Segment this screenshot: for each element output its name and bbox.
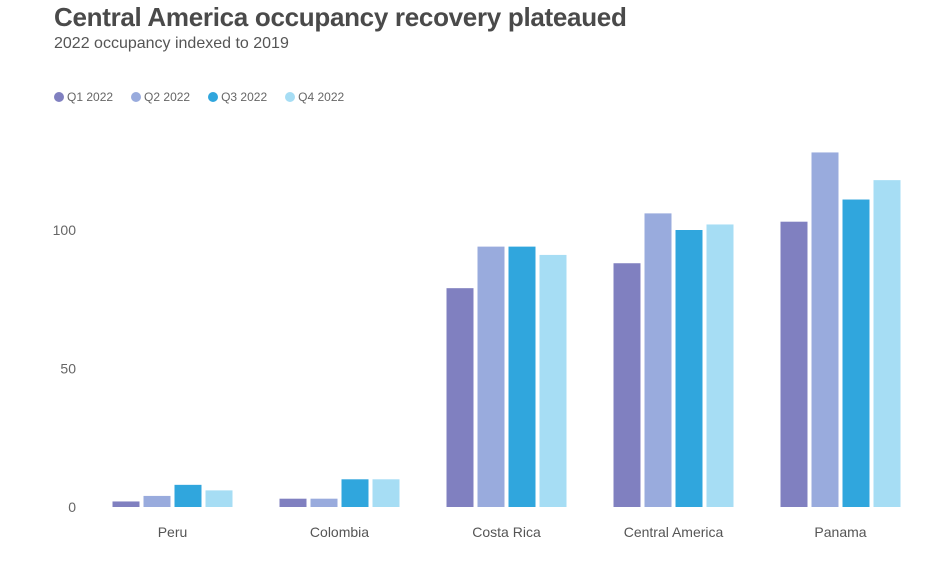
x-tick-label-0: Peru <box>158 524 188 540</box>
legend-swatch-q3 <box>208 92 219 102</box>
bar-2-2 <box>508 246 536 507</box>
legend-label-q4: Q4 2022 <box>298 90 345 104</box>
bar-4-1 <box>811 152 839 507</box>
bar-3-2 <box>675 230 703 507</box>
bar-0-0 <box>112 501 140 507</box>
bar-2-1 <box>477 246 505 507</box>
legend-item-q4: Q4 2022 <box>285 90 344 104</box>
bar-3-1 <box>644 213 672 507</box>
x-tick-label-2: Costa Rica <box>472 524 541 540</box>
bar-0-2 <box>174 484 202 507</box>
chart-subtitle: 2022 occupancy indexed to 2019 <box>54 35 289 52</box>
legend-label-q3: Q3 2022 <box>221 90 268 104</box>
y-tick-label-0: 0 <box>68 499 76 515</box>
x-tick-label-4: Panama <box>814 524 866 540</box>
bar-3-0 <box>613 263 641 507</box>
legend-item-q1: Q1 2022 <box>54 90 113 104</box>
legend-swatch-q1 <box>54 92 64 102</box>
bar-4-3 <box>873 180 901 507</box>
legend-item-q3: Q3 2022 <box>208 90 267 104</box>
bar-1-1 <box>310 498 338 507</box>
legend-label-q1: Q1 2022 <box>67 90 114 104</box>
bar-4-0 <box>780 221 808 507</box>
bar-0-3 <box>205 490 233 507</box>
bar-3-3 <box>706 224 734 507</box>
y-tick-label-2: 100 <box>53 222 77 238</box>
x-tick-label-3: Central America <box>624 524 724 540</box>
legend-item-q2: Q2 2022 <box>131 90 190 104</box>
bar-2-0 <box>446 288 474 507</box>
legend: Q1 2022 Q2 2022 Q3 2022 Q4 2022 <box>54 90 344 104</box>
y-tick-label-1: 50 <box>60 361 76 377</box>
bar-0-1 <box>143 495 171 507</box>
bar-1-3 <box>372 479 400 507</box>
legend-swatch-q4 <box>285 92 296 102</box>
x-tick-label-1: Colombia <box>310 524 369 540</box>
bar-2-3 <box>539 254 567 507</box>
chart-title: Central America occupancy recovery plate… <box>54 2 627 32</box>
bar-1-2 <box>341 479 369 507</box>
bar-1-0 <box>279 498 307 507</box>
legend-label-q2: Q2 2022 <box>144 90 191 104</box>
bar-4-2 <box>842 199 870 507</box>
legend-swatch-q2 <box>131 92 142 102</box>
